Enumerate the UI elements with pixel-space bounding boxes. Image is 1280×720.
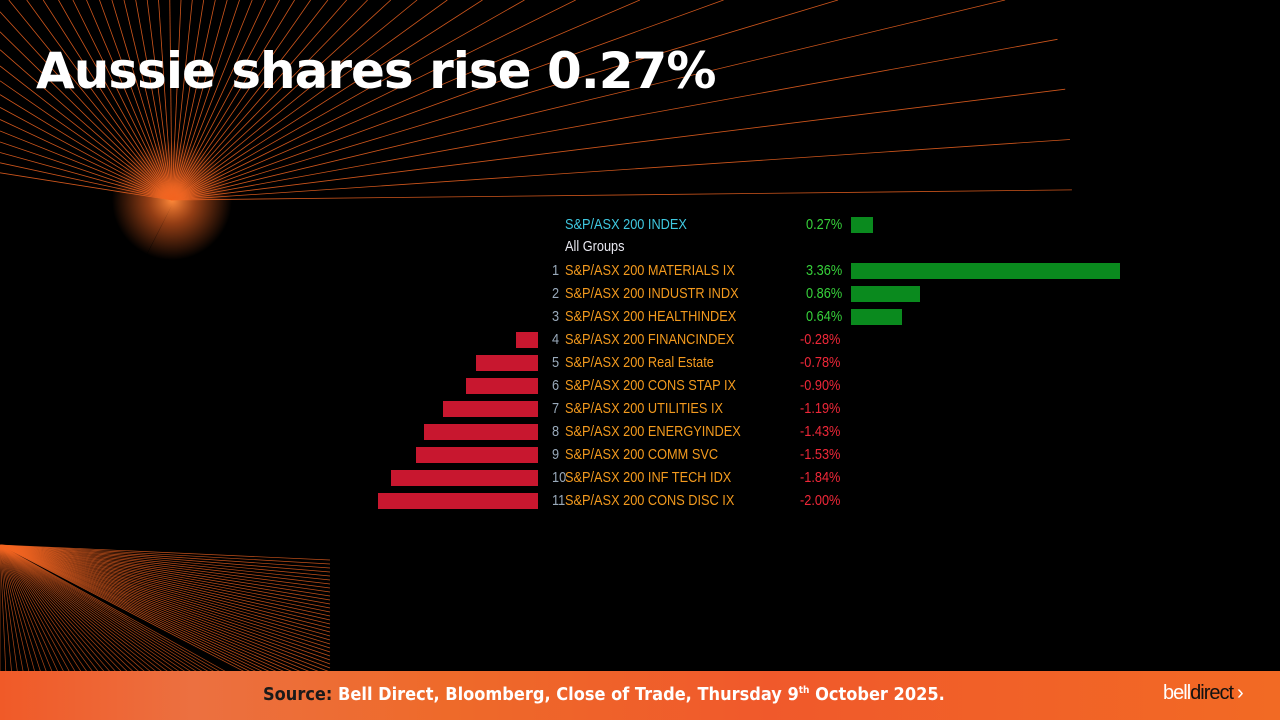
negative-bar [378, 493, 538, 509]
sector-pct: 0.86% [806, 285, 843, 302]
sector-pct: -1.53% [800, 446, 841, 463]
page-title: Aussie shares rise 0.27% [36, 42, 716, 100]
negative-bar [515, 332, 538, 348]
sector-rank: 7 [552, 400, 560, 417]
negative-bar [423, 424, 538, 440]
sector-name: S&P/ASX 200 MATERIALS IX [565, 262, 735, 279]
positive-bar [851, 286, 920, 302]
sector-name: S&P/ASX 200 Real Estate [565, 354, 714, 371]
sector-row: 4 S&P/ASX 200 FINANCINDEX -0.28% [0, 329, 1280, 351]
negative-bar [390, 470, 538, 486]
sector-name: S&P/ASX 200 HEALTHINDEX [565, 308, 737, 325]
sector-pct: -1.43% [800, 423, 841, 440]
sector-name: S&P/ASX 200 ENERGYINDEX [565, 423, 741, 440]
negative-bar [442, 401, 538, 417]
belldirect-logo[interactable]: belldirect › [1163, 682, 1244, 705]
sector-rank: 2 [552, 285, 560, 302]
logo-bell: bell [1163, 682, 1191, 704]
sector-rank: 6 [552, 377, 560, 394]
sector-name: S&P/ASX 200 CONS DISC IX [565, 492, 735, 509]
group-row: All Groups [0, 236, 1280, 258]
sector-row: 5 S&P/ASX 200 Real Estate -0.78% [0, 352, 1280, 374]
sector-name: S&P/ASX 200 FINANCINDEX [565, 331, 735, 348]
source-note: Source: Bell Direct, Bloomberg, Close of… [263, 684, 945, 705]
sector-rank: 5 [552, 354, 560, 371]
sector-pct: -0.28% [800, 331, 841, 348]
source-sup: th [798, 685, 810, 696]
sector-name: S&P/ASX 200 INF TECH IDX [565, 469, 732, 486]
sector-pct: -1.84% [800, 469, 841, 486]
source-label: Source: [263, 684, 333, 705]
sector-rank: 4 [552, 331, 560, 348]
footer: Source: Bell Direct, Bloomberg, Close of… [0, 671, 1280, 720]
negative-bar [415, 447, 538, 463]
chevron-right-icon: › [1237, 682, 1244, 704]
sector-pct: -2.00% [800, 492, 841, 509]
sector-pct: -0.90% [800, 377, 841, 394]
sector-rank: 9 [552, 446, 560, 463]
logo-direct: direct [1190, 682, 1234, 704]
sector-row: 8 S&P/ASX 200 ENERGYINDEX -1.43% [0, 421, 1280, 443]
sector-rank: 1 [552, 262, 560, 279]
sector-row: 2 S&P/ASX 200 INDUSTR INDX 0.86% [0, 283, 1280, 305]
sector-name: S&P/ASX 200 COMM SVC [565, 446, 719, 463]
sector-row: 1 S&P/ASX 200 MATERIALS IX 3.36% [0, 260, 1280, 282]
sector-pct: -0.78% [800, 354, 841, 371]
negative-bar [466, 378, 538, 394]
index-row: S&P/ASX 200 INDEX 0.27% [0, 214, 1280, 236]
sector-pct: -1.19% [800, 400, 841, 417]
sector-name: S&P/ASX 200 UTILITIES IX [565, 400, 724, 417]
sector-row: 11 S&P/ASX 200 CONS DISC IX -2.00% [0, 490, 1280, 512]
sector-row: 3 S&P/ASX 200 HEALTHINDEX 0.64% [0, 306, 1280, 328]
sector-row: 9 S&P/ASX 200 COMM SVC -1.53% [0, 444, 1280, 466]
sector-name: S&P/ASX 200 CONS STAP IX [565, 377, 737, 394]
sector-pct: 0.64% [806, 308, 843, 325]
sector-row: 7 S&P/ASX 200 UTILITIES IX -1.19% [0, 398, 1280, 420]
index-name: S&P/ASX 200 INDEX [565, 216, 687, 233]
sector-rank: 8 [552, 423, 560, 440]
sector-rank: 10 [552, 469, 567, 486]
group-label: All Groups [565, 238, 625, 255]
negative-bar [475, 355, 538, 371]
source-text: Bell Direct, Bloomberg, Close of Trade, … [338, 684, 799, 705]
sector-rank: 11 [552, 492, 566, 509]
sector-row: 10 S&P/ASX 200 INF TECH IDX -1.84% [0, 467, 1280, 489]
source-end: October 2025. [809, 684, 945, 705]
sector-name: S&P/ASX 200 INDUSTR INDX [565, 285, 739, 302]
index-pct: 0.27% [806, 216, 843, 233]
positive-bar [851, 309, 903, 325]
sector-pct: 3.36% [806, 262, 843, 279]
index-bar [851, 217, 873, 233]
sector-rank: 3 [552, 308, 560, 325]
sector-row: 6 S&P/ASX 200 CONS STAP IX -0.90% [0, 375, 1280, 397]
positive-bar [851, 263, 1120, 279]
